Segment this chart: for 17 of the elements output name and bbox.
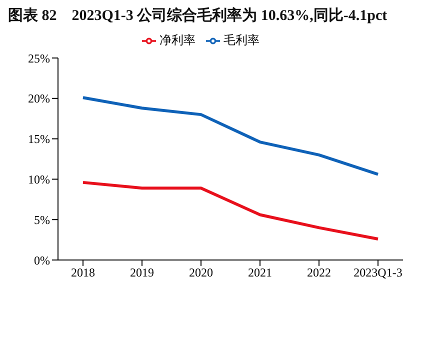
legend-label: 净利率 <box>160 33 196 47</box>
x-tick-label: 2023Q1-3 <box>354 266 402 280</box>
y-tick-label: 25% <box>28 51 50 66</box>
x-tick-label: 2018 <box>71 266 95 280</box>
y-tick-label: 0% <box>34 253 50 268</box>
line-series <box>82 180 380 240</box>
line-series <box>82 96 380 176</box>
x-tick-label: 2022 <box>307 266 331 280</box>
x-tick-label: 2019 <box>130 266 154 280</box>
y-tick-label: 5% <box>34 212 50 227</box>
y-tick-label: 15% <box>28 132 50 146</box>
chart-title: 图表 82 2023Q1-3 公司综合毛利率为 10.63%,同比-4.1pct <box>8 6 388 26</box>
legend-label: 毛利率 <box>224 33 260 47</box>
y-tick-label: 20% <box>28 92 50 106</box>
x-tick-label: 2021 <box>248 266 272 280</box>
x-tick-label: 2020 <box>189 266 213 280</box>
y-tick-label: 10% <box>28 172 50 186</box>
